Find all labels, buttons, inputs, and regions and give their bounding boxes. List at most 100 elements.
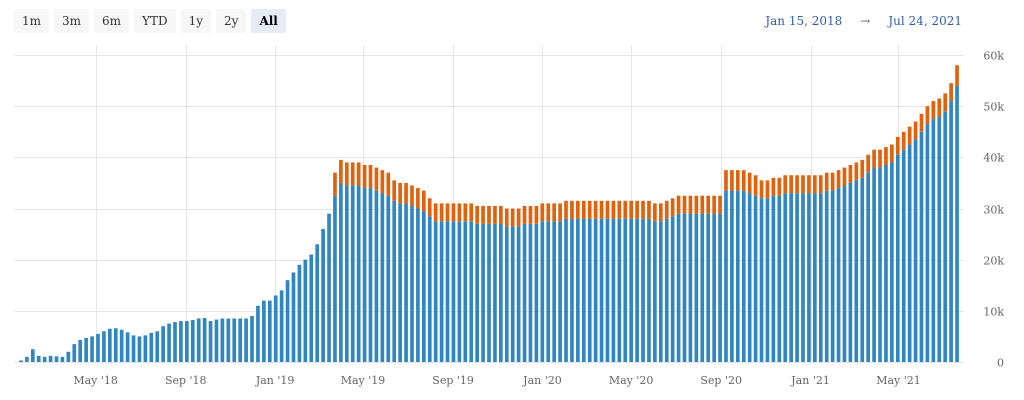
range-button-1m[interactable]: 1m	[14, 9, 50, 33]
bar-blue	[161, 326, 165, 362]
range-button-ytd[interactable]: YTD	[134, 9, 176, 33]
bar-orange	[392, 180, 397, 201]
bar-blue	[421, 211, 426, 362]
bar-blue	[344, 185, 349, 362]
bar-blue	[42, 356, 47, 362]
bar-orange	[421, 190, 426, 212]
range-button-6m[interactable]: 6m	[94, 9, 130, 33]
bar-orange	[564, 200, 568, 219]
bar-blue	[747, 193, 752, 362]
bar-orange	[581, 200, 586, 219]
bar-blue	[771, 195, 776, 362]
bar-orange	[653, 203, 657, 222]
bar-blue	[842, 185, 847, 362]
bar-orange	[706, 195, 711, 214]
bar-blue	[155, 331, 160, 362]
bar-orange	[427, 198, 432, 217]
bar-orange	[919, 113, 924, 132]
arrow-right-icon: →	[860, 14, 871, 28]
bar-orange	[510, 208, 515, 227]
bar-orange	[528, 205, 533, 224]
bar-blue	[617, 218, 622, 362]
bar-blue	[427, 216, 432, 362]
bar-blue	[499, 223, 503, 362]
bar-orange	[730, 170, 734, 191]
bar-blue	[226, 318, 231, 362]
range-button-all[interactable]: All	[251, 9, 286, 33]
bar-blue	[54, 356, 59, 362]
bar-blue	[350, 185, 355, 362]
bar-blue	[647, 218, 651, 362]
bar-blue	[670, 216, 675, 362]
bar-orange	[741, 170, 746, 191]
bar-blue	[267, 300, 272, 362]
bar-orange	[836, 170, 841, 189]
bar-orange	[860, 159, 865, 178]
bar-blue	[439, 221, 444, 362]
bar-orange	[475, 205, 479, 224]
bar-orange	[694, 195, 699, 214]
bar-blue	[836, 188, 841, 362]
bar-blue	[635, 218, 639, 362]
bar-blue	[878, 167, 882, 362]
bar-blue	[131, 335, 136, 362]
bar-blue	[724, 190, 728, 362]
bar-blue	[179, 321, 183, 362]
range-button-2y[interactable]: 2y	[216, 9, 247, 33]
bar-orange	[848, 165, 853, 183]
bar-blue	[386, 195, 391, 362]
bar-blue	[19, 360, 23, 362]
bar-orange	[901, 131, 906, 150]
range-button-3m[interactable]: 3m	[54, 9, 90, 33]
bar-orange	[670, 198, 675, 217]
bar-orange	[818, 175, 823, 194]
bar-blue	[125, 332, 130, 362]
date-from[interactable]: Jan 15, 2018	[765, 14, 843, 28]
bar-blue	[404, 203, 408, 362]
bar-blue	[611, 218, 616, 362]
bar-orange	[682, 195, 687, 214]
bar-orange	[570, 200, 574, 219]
bar-blue	[380, 193, 385, 362]
y-tick-label: 60k	[983, 50, 1004, 63]
bar-blue	[220, 318, 225, 362]
bar-blue	[558, 221, 562, 362]
bar-blue	[36, 355, 41, 362]
bar-orange	[771, 177, 776, 196]
bar-blue	[546, 221, 551, 362]
bar-orange	[907, 126, 912, 145]
bar-orange	[605, 200, 610, 219]
bar-blue	[273, 295, 278, 362]
bar-blue	[185, 321, 189, 362]
bar-orange	[350, 162, 355, 186]
bar-blue	[860, 177, 865, 362]
bar-blue	[913, 139, 918, 362]
bar-orange	[439, 203, 444, 222]
bar-orange	[611, 200, 616, 219]
bar-blue	[795, 193, 799, 362]
bar-orange	[504, 208, 509, 227]
bar-blue	[238, 318, 242, 362]
bar-blue	[718, 213, 722, 362]
bar-blue	[522, 223, 527, 362]
bar-orange	[753, 175, 758, 196]
range-button-1y[interactable]: 1y	[180, 9, 212, 33]
bar-orange	[552, 203, 556, 222]
bar-blue	[753, 195, 758, 362]
x-tick-label: May '20	[609, 374, 654, 387]
bar-orange	[493, 205, 497, 224]
bar-blue	[599, 218, 604, 362]
bar-blue	[907, 144, 912, 362]
bar-orange	[339, 159, 343, 183]
bar-orange	[457, 203, 462, 222]
x-tick-label: Jan '20	[522, 374, 562, 387]
bar-blue	[688, 213, 693, 362]
bar-blue	[528, 223, 533, 362]
date-to[interactable]: Jul 24, 2021	[888, 14, 962, 28]
bar-blue	[208, 321, 213, 362]
bar-orange	[540, 203, 545, 222]
bar-blue	[232, 318, 237, 362]
bar-blue	[356, 185, 361, 362]
x-tick-label: Sep '19	[432, 374, 474, 387]
bar-blue	[949, 101, 953, 363]
